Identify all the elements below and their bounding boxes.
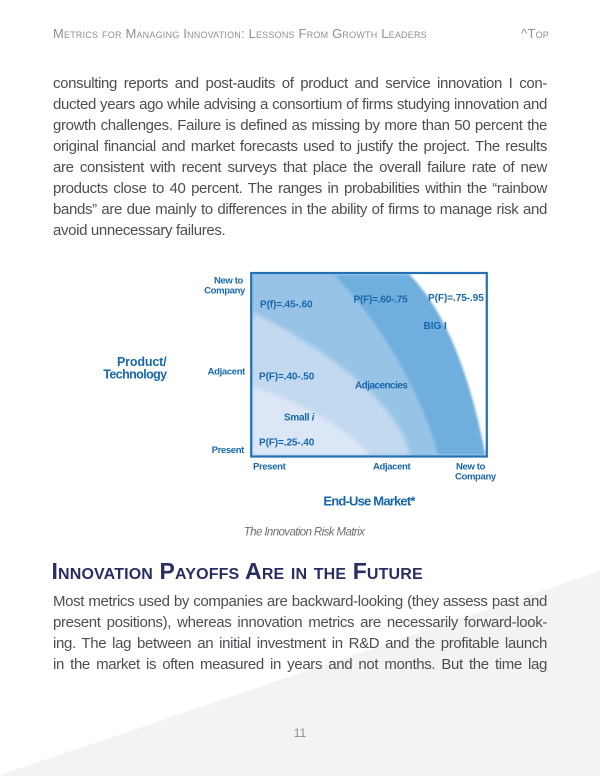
svg-text:P(F)=.25-.40: P(F)=.25-.40 bbox=[259, 438, 315, 449]
svg-text:Technology: Technology bbox=[103, 368, 167, 382]
svg-text:Small i: Small i bbox=[284, 413, 315, 424]
svg-text:Company: Company bbox=[204, 286, 246, 297]
svg-text:BIG I: BIG I bbox=[424, 321, 448, 332]
svg-text:New to: New to bbox=[456, 462, 486, 473]
svg-text:New to: New to bbox=[214, 276, 244, 287]
svg-text:P(F)=.40-.50: P(F)=.40-.50 bbox=[259, 372, 315, 383]
svg-text:Present: Present bbox=[212, 445, 246, 456]
svg-text:Company: Company bbox=[455, 472, 497, 483]
svg-text:P(F)=.75-.95: P(F)=.75-.95 bbox=[428, 293, 484, 304]
svg-text:Adjacencies: Adjacencies bbox=[355, 381, 408, 392]
svg-text:Adjacent: Adjacent bbox=[208, 367, 247, 378]
svg-text:Present: Present bbox=[253, 462, 287, 473]
svg-text:End-Use Market*: End-Use Market* bbox=[323, 494, 416, 509]
svg-text:Adjacent: Adjacent bbox=[373, 462, 412, 473]
svg-text:Product/: Product/ bbox=[117, 355, 167, 369]
svg-text:P(F)=.60-.75: P(F)=.60-.75 bbox=[354, 295, 409, 306]
svg-text:P(f)=.45-.60: P(f)=.45-.60 bbox=[260, 300, 313, 311]
svg-text:The Innovation Risk Matrix: The Innovation Risk Matrix bbox=[244, 527, 366, 539]
